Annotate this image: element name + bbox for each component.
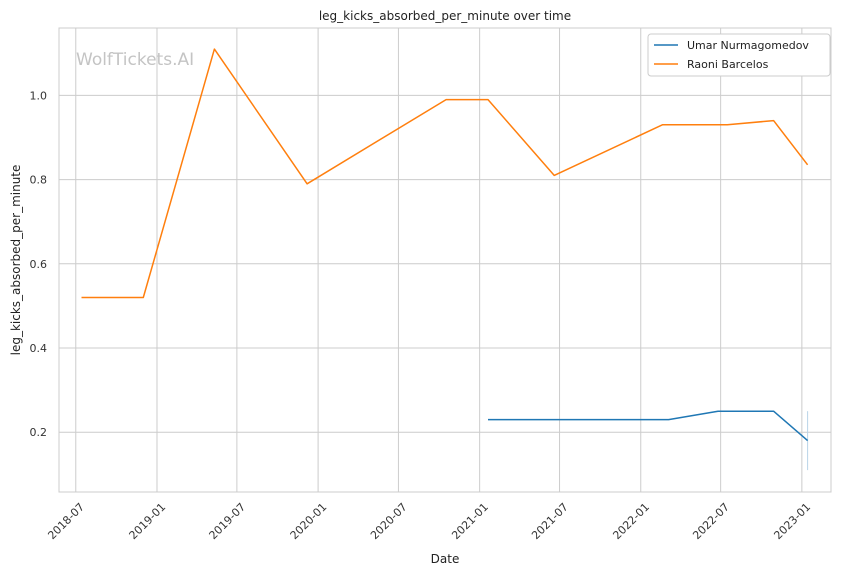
- y-tick-label: 0.8: [30, 174, 48, 187]
- y-tick-label: 0.6: [30, 258, 48, 271]
- legend-label: Umar Nurmagomedov: [687, 39, 809, 52]
- watermark: WolfTickets.AI: [76, 50, 194, 70]
- plot-area: [58, 27, 832, 493]
- series-line-raoni-barcelos: [81, 48, 809, 299]
- y-gridlines: [59, 94, 831, 433]
- y-axis-label: leg_kicks_absorbed_per_minute: [9, 165, 23, 356]
- y-tick-labels: 0.2 0.4 0.6 0.8 1.0: [30, 89, 48, 439]
- legend-label: Raoni Barcelos: [687, 58, 769, 71]
- legend-box: [647, 33, 831, 77]
- legend: Umar Nurmagomedov Raoni Barcelos: [647, 33, 831, 77]
- x-axis-label: Date: [431, 552, 460, 566]
- x-gridlines: [75, 28, 803, 492]
- series-lines: [81, 48, 809, 442]
- chart-title: leg_kicks_absorbed_per_minute over time: [319, 9, 571, 23]
- y-tick-label: 1.0: [30, 89, 48, 102]
- y-tick-label: 0.2: [30, 426, 48, 439]
- series-line-umar-nurmagomedov: [488, 410, 809, 442]
- y-tick-label: 0.4: [30, 342, 48, 355]
